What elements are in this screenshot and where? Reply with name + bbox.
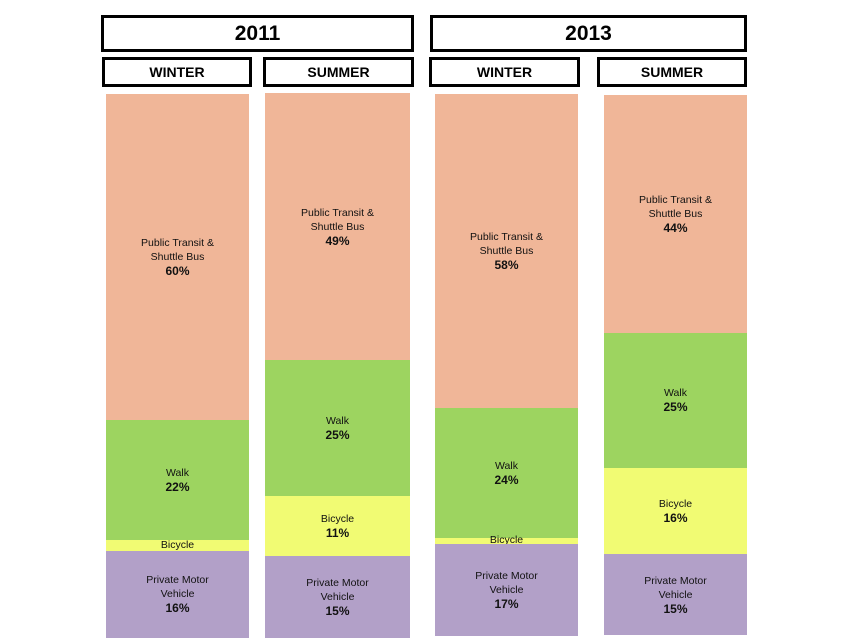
segment-category-label: Walk xyxy=(664,387,687,400)
segment-category-label: Private Motor Vehicle xyxy=(644,574,707,601)
segment-value-label: 17% xyxy=(494,596,519,611)
segment-label: Private Motor Vehicle 15% xyxy=(604,574,747,616)
segment-label: Public Transit & Shuttle Bus 58% xyxy=(435,230,578,272)
segment-category-label: Private Motor Vehicle xyxy=(306,577,369,604)
segment-category-label: Walk xyxy=(495,460,518,473)
segment-label: Walk 24% xyxy=(435,459,578,487)
segment-value-label: 44% xyxy=(663,220,688,235)
bar-segment-2011-summer-bicycle xyxy=(265,496,410,557)
segment-category-label: Public Transit & Shuttle Bus xyxy=(141,237,214,264)
segment-label: Bicycle 11% xyxy=(265,512,410,540)
segment-label: Private Motor Vehicle 15% xyxy=(265,576,410,618)
segment-label: Public Transit & Shuttle Bus 44% xyxy=(604,193,747,235)
segment-value-label: 25% xyxy=(325,428,350,443)
segment-category-label: Walk xyxy=(166,467,189,480)
season-header-2011-winter: WINTER xyxy=(102,57,252,87)
bar-segment-2013-winter-public-transit xyxy=(435,94,578,409)
bar-segment-2013-summer-walk xyxy=(604,332,747,468)
bar-segment-2013-winter-walk xyxy=(435,408,578,539)
season-header-2013-winter: WINTER xyxy=(429,57,580,87)
segment-label: Public Transit & Shuttle Bus 60% xyxy=(106,236,249,278)
segment-value-label: 24% xyxy=(494,473,519,488)
bar-segment-2013-summer-public-transit xyxy=(604,95,747,333)
bar-segment-2013-winter-private-motor xyxy=(435,543,578,636)
bar-segment-2013-summer-bicycle xyxy=(604,467,747,554)
segment-value-label: 58% xyxy=(494,258,519,273)
bar-segment-2011-summer-public-transit xyxy=(265,93,410,361)
segment-value-label: 16% xyxy=(663,510,688,525)
season-header-2013-summer: SUMMER xyxy=(597,57,747,87)
segment-category-label: Bicycle xyxy=(320,513,355,526)
segment-category-label: Private Motor Vehicle xyxy=(146,574,209,601)
segment-value-label: 11% xyxy=(325,526,350,541)
segment-label: Walk 25% xyxy=(265,414,410,442)
year-header-2013: 2013 xyxy=(430,15,747,52)
bar-segment-2011-winter-public-transit xyxy=(106,94,249,421)
segment-value-label: 15% xyxy=(663,601,688,616)
segment-label: Private Motor Vehicle 17% xyxy=(435,569,578,611)
segment-category-label: Public Transit & Shuttle Bus xyxy=(301,206,374,233)
season-header-2011-summer: SUMMER xyxy=(263,57,414,87)
segment-category-label: Public Transit & Shuttle Bus xyxy=(639,193,712,220)
bar-segment-2011-winter-walk xyxy=(106,420,249,541)
segment-value-label: 25% xyxy=(663,400,688,415)
bar-segment-2011-summer-private-motor xyxy=(265,556,410,638)
segment-value-label: 15% xyxy=(325,604,350,619)
segment-label: Walk 25% xyxy=(604,386,747,414)
segment-category-label: Bicycle xyxy=(160,538,195,551)
bar-segment-2011-winter-bicycle xyxy=(106,540,249,551)
segment-label: Bicycle 16% xyxy=(604,497,747,525)
segment-value-label: 16% xyxy=(165,601,190,616)
bar-segment-2013-summer-private-motor xyxy=(604,554,747,635)
segment-label: Walk 22% xyxy=(106,466,249,494)
bar-segment-2011-summer-walk xyxy=(265,360,410,497)
bar-segment-2013-winter-bicycle xyxy=(435,538,578,544)
segment-value-label: 60% xyxy=(165,264,190,279)
year-header-2011: 2011 xyxy=(101,15,414,52)
segment-category-label: Bicycle xyxy=(489,534,524,547)
segment-category-label: Public Transit & Shuttle Bus xyxy=(470,231,543,258)
segment-category-label: Private Motor Vehicle xyxy=(475,569,538,596)
segment-label: Private Motor Vehicle 16% xyxy=(106,573,249,615)
segment-category-label: Walk xyxy=(326,415,349,428)
bar-segment-2011-winter-private-motor xyxy=(106,550,249,638)
segment-label: Public Transit & Shuttle Bus 49% xyxy=(265,206,410,248)
segment-value-label: 22% xyxy=(165,480,190,495)
segment-category-label: Bicycle xyxy=(658,497,693,510)
segment-value-label: 49% xyxy=(325,233,350,248)
